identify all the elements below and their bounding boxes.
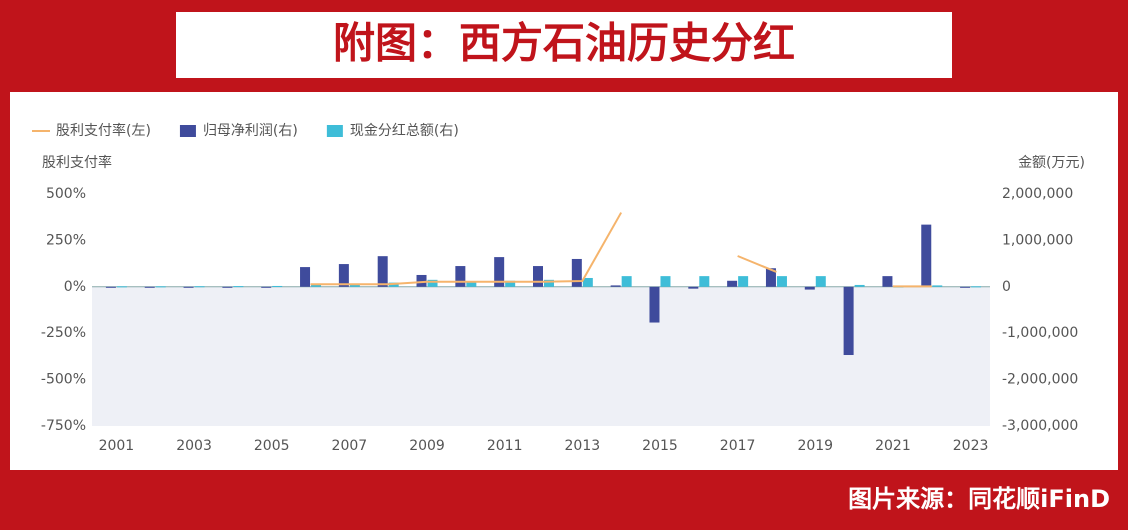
bar (466, 282, 477, 287)
bar (960, 286, 971, 288)
bar (116, 286, 127, 288)
negative-area (92, 286, 990, 426)
bar (416, 274, 427, 287)
y-tick-label: -250% (41, 325, 86, 341)
legend-swatch (326, 125, 343, 137)
legend-swatch (179, 125, 196, 137)
x-tick-label: 2013 (565, 438, 601, 454)
bar (921, 224, 932, 287)
y2-tick-label: -2,000,000 (1002, 372, 1078, 388)
bar (649, 286, 660, 323)
bar (544, 279, 554, 287)
bar (932, 285, 943, 287)
x-tick-label: 2007 (332, 438, 368, 454)
x-tick-label: 2021 (875, 438, 911, 454)
bar (272, 285, 283, 287)
bar (776, 276, 787, 287)
source: 图片来源：同花顺iFinD (848, 485, 1110, 513)
y-axis-label: 股利支付率 (42, 154, 112, 171)
bar (377, 256, 388, 287)
y2-tick-label: -1,000,000 (1002, 325, 1078, 341)
bar (505, 280, 516, 287)
chart-title: 附图：西方石油历史分红 (333, 19, 795, 68)
bar (699, 276, 710, 287)
bar (765, 268, 776, 287)
x-tick-label: 2017 (720, 438, 756, 454)
bar (222, 286, 233, 288)
line (310, 212, 932, 288)
bar (621, 276, 632, 287)
bar (727, 280, 738, 287)
y-tick-label: -750% (41, 418, 86, 434)
bar (455, 266, 466, 287)
bar (854, 284, 865, 287)
bar (533, 266, 543, 287)
bar (194, 286, 205, 288)
y-tick-label: -500% (41, 372, 86, 388)
y-tick-label: 500% (46, 186, 86, 202)
legend-label: 归母净利润(右) (203, 122, 298, 139)
bar (105, 286, 116, 288)
x-tick-label: 2001 (99, 438, 135, 454)
y2-axis-label: 金额(万元) (1018, 155, 1085, 171)
bar (843, 286, 854, 356)
bar (261, 286, 272, 288)
bar (233, 286, 244, 288)
bar (571, 258, 582, 287)
x-tick-label: 2005 (254, 438, 290, 454)
x-tick-label: 2019 (797, 438, 833, 454)
bar (738, 276, 749, 287)
bar (971, 286, 982, 288)
x-tick-label: 2011 (487, 438, 523, 454)
bar (155, 286, 166, 288)
bar (300, 267, 311, 287)
y-tick-label: 0% (64, 279, 86, 295)
bar (427, 279, 438, 287)
y2-tick-label: 2,000,000 (1002, 186, 1073, 202)
y2-tick-label: -3,000,000 (1002, 418, 1078, 434)
bar (311, 284, 322, 287)
bar (882, 276, 893, 287)
bar (144, 286, 155, 288)
legend-label: 现金分红总额(右) (350, 123, 459, 139)
y2-tick-label: 0 (1002, 279, 1011, 295)
bar (660, 276, 671, 287)
x-tick-label: 2015 (642, 438, 678, 454)
x-tick-label: 2009 (409, 438, 445, 454)
bar (804, 286, 815, 290)
bar (688, 286, 699, 289)
y2-tick-label: 1,000,000 (1002, 232, 1073, 248)
bar (582, 277, 593, 287)
bar (338, 264, 349, 287)
title-box (176, 12, 952, 78)
legend-label: 股利支付率(左) (56, 122, 151, 139)
bar (183, 286, 194, 288)
bar (815, 276, 826, 287)
x-tick-label: 2003 (176, 438, 212, 454)
bar (494, 257, 505, 287)
y-tick-label: 250% (46, 232, 86, 248)
x-tick-label: 2023 (953, 438, 989, 454)
bar (610, 285, 621, 287)
